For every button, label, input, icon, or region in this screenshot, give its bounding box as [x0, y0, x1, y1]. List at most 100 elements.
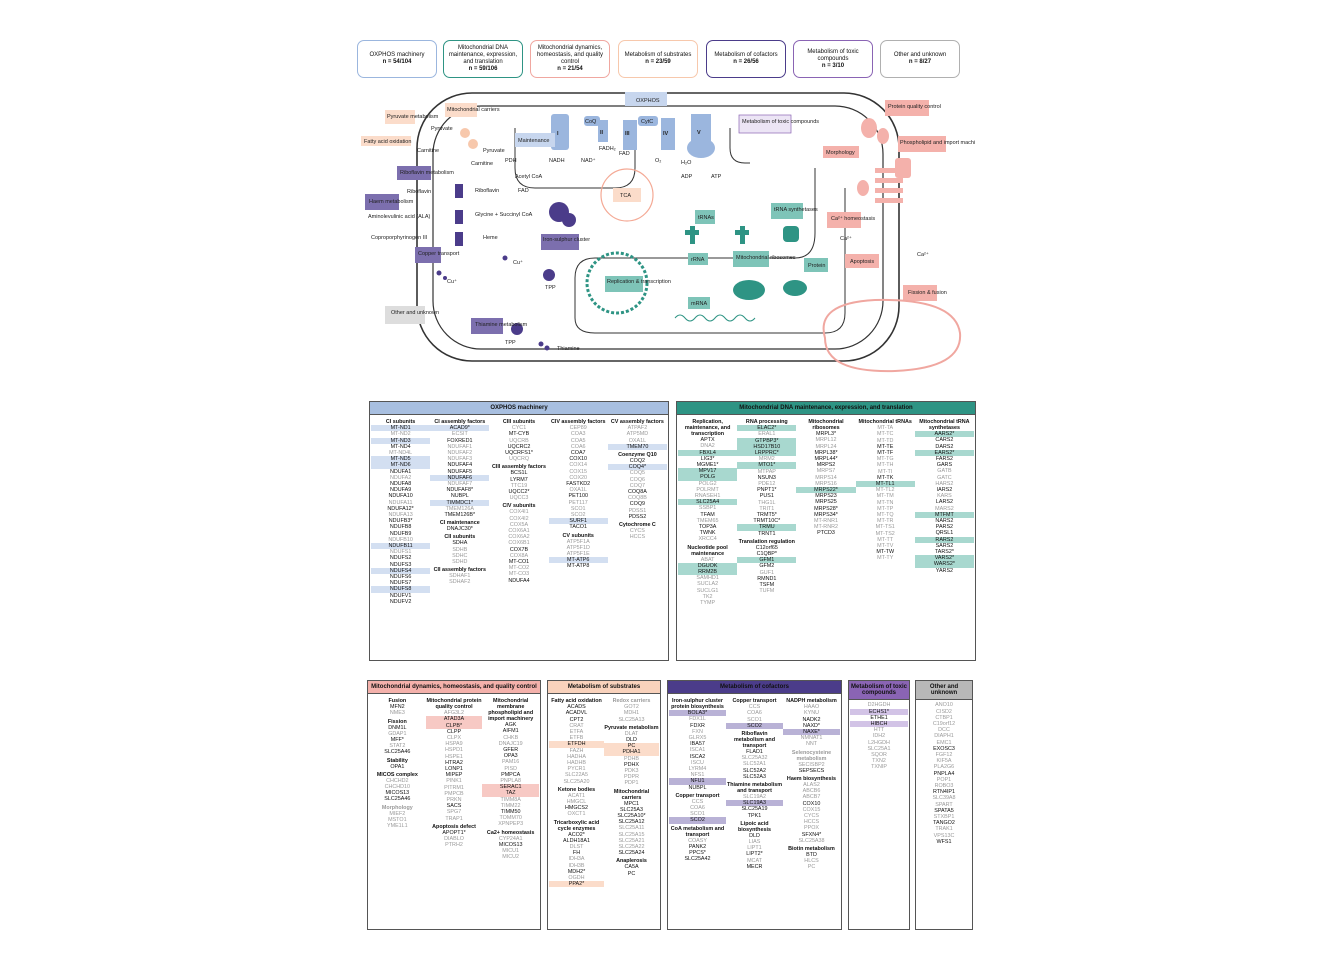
gene-name: PDPR: [624, 774, 639, 781]
category-name: Metabolism of substrates: [624, 52, 692, 58]
group-heading: CI subunits: [385, 419, 416, 426]
gene-name: DLAT: [624, 730, 639, 737]
gene-name: SLC25A11: [618, 825, 645, 832]
gene-name: TWNK: [699, 530, 716, 537]
label-glycine: Glycine + Succinyl CoA: [475, 212, 533, 218]
label-adp: ADP: [681, 174, 693, 180]
category-box: Metabolism of toxic compounds n = 3/10: [793, 40, 873, 78]
gene-name: GFM2: [759, 563, 775, 570]
gene-name: SPATA5: [934, 807, 954, 814]
gene-name: NDUFV1: [389, 592, 412, 599]
gene-name: PET117: [568, 499, 588, 506]
gene-name: MT-TD: [876, 437, 894, 444]
gene-name: AFG3L2: [443, 710, 465, 717]
label-c1: I: [557, 131, 559, 137]
heme-transporter: [455, 232, 463, 246]
gene-name: MRPL38*: [814, 449, 838, 456]
crista: [574, 168, 846, 334]
table-column: NADPH metabolism HAAO KYNU NADK2 NAXD* NAXE* N…: [783, 696, 840, 870]
gene-name: PNPT1*: [757, 487, 777, 494]
category-count: n = 21/54: [557, 66, 583, 72]
gene-name: MT-ATP8: [567, 563, 590, 570]
label-apoptosis: Apoptosis: [850, 259, 874, 265]
group-heading: RNA processing: [745, 419, 788, 426]
gene-name: KARS: [937, 493, 952, 500]
group-heading: Riboflavin metabolism and transport: [733, 731, 776, 750]
gene-name: MRPL3*: [815, 431, 837, 438]
gene-name: COASY: [688, 837, 707, 844]
gene-name: BCS1L: [510, 470, 528, 477]
gene-name: HADHA: [567, 753, 586, 760]
gene-name: MICOS13: [385, 790, 410, 797]
gene-name: COX4I2: [509, 515, 529, 522]
gene-name: PDSS2: [628, 513, 647, 520]
group-heading: Iron-sulphur cluster protein biosynthesi…: [671, 698, 724, 711]
group-heading: MT-ND1: [371, 425, 431, 432]
gene-name: OXA1L: [569, 487, 587, 494]
gene-name: COQ2: [629, 458, 646, 465]
gene-name: TOMM70: [499, 815, 522, 822]
gene-name: FH: [572, 850, 581, 857]
trnas-box: [695, 210, 715, 224]
label-pyruvate-2: Pyruvate: [483, 148, 505, 154]
group-heading: MT-ND5: [371, 456, 431, 463]
gene-name: PITRM1: [444, 784, 464, 791]
gene-name: MT-TG: [876, 456, 894, 463]
label-fes: Iron-sulphur cluster: [543, 237, 590, 243]
gene-name: TIMM50: [500, 809, 521, 816]
gene-name: MT-TN: [876, 499, 894, 506]
gene-name: COX15: [569, 468, 588, 475]
category-box: Other and unknown n = 8/27: [880, 40, 960, 78]
gene-name: C12orf65: [755, 544, 778, 551]
gene-name: MT-TH: [876, 462, 894, 469]
gene-name: VPS13C: [933, 832, 955, 839]
gene-name: UQCC3: [509, 495, 529, 502]
gene-name: LONP1: [445, 766, 463, 773]
group-heading: NDUFB11: [371, 543, 431, 550]
label-pyruvate: Pyruvate: [431, 126, 453, 132]
gene-name: COQ5: [629, 470, 646, 477]
group-heading: CI maintenance: [439, 520, 480, 527]
gene-name: ABCB7: [802, 794, 821, 801]
group-heading: HIBCH: [850, 721, 908, 728]
gene-name: ETFA: [569, 729, 584, 736]
gene-name: CEP89: [569, 425, 587, 432]
gene-name: PMPCB: [444, 790, 464, 797]
gene-name: UQCRC2: [507, 443, 531, 450]
carrier-shape: [460, 128, 470, 138]
gene-name: MECR: [746, 863, 763, 870]
gene-name: POLG2: [698, 480, 717, 487]
gene-name: GATC: [937, 474, 952, 481]
gene-name: COX6A2: [508, 534, 530, 541]
category-name: Metabolism of toxic compounds: [807, 48, 859, 62]
group-heading: CLPB*: [425, 722, 483, 729]
gene-name: AIFM1: [502, 728, 519, 735]
label-tca: TCA: [620, 193, 631, 199]
gene-name: MRPL44*: [814, 456, 838, 463]
gene-name: PRKN: [446, 797, 462, 804]
gene-name: SPART: [935, 801, 953, 808]
gene-name: GFER: [503, 747, 519, 754]
gene-name: STXBP1: [933, 814, 955, 821]
gene-name: ATP5MD: [626, 431, 649, 438]
gene-name: CHKB: [503, 734, 519, 741]
group-heading: Mitochondrial membrane phospholipid and …: [488, 698, 534, 723]
gene-name: RMND1: [757, 575, 777, 582]
group-heading: Mitochondrial carriers: [613, 788, 650, 801]
gene-name: OXCT1: [567, 811, 586, 818]
gene-name: MARS2: [935, 505, 954, 512]
table-column: CIII subunits CYC1 MT-CYB UQCRB UQCRC2 UQCRFS…: [489, 417, 548, 605]
gene-name: PDK3: [624, 768, 639, 775]
label-oxphos: OXPHOS: [636, 98, 660, 104]
group-heading: TMEM70: [607, 443, 668, 451]
gene-name: SDHC: [452, 552, 468, 559]
gene-name: MDH2*: [567, 868, 586, 875]
gene-name: YARS2: [935, 567, 954, 574]
gene-name: PPOX: [804, 825, 819, 832]
gene-name: TRAP1: [445, 815, 463, 822]
gene-name: PMPCA: [501, 771, 521, 778]
gene-name: IBA57: [690, 741, 705, 748]
group-heading: PC: [604, 743, 659, 750]
table-column: Redox carriers GOT2 MDH1 SLC25A13 Pyruvate m…: [604, 696, 659, 887]
gene-name: CCS: [691, 798, 704, 805]
